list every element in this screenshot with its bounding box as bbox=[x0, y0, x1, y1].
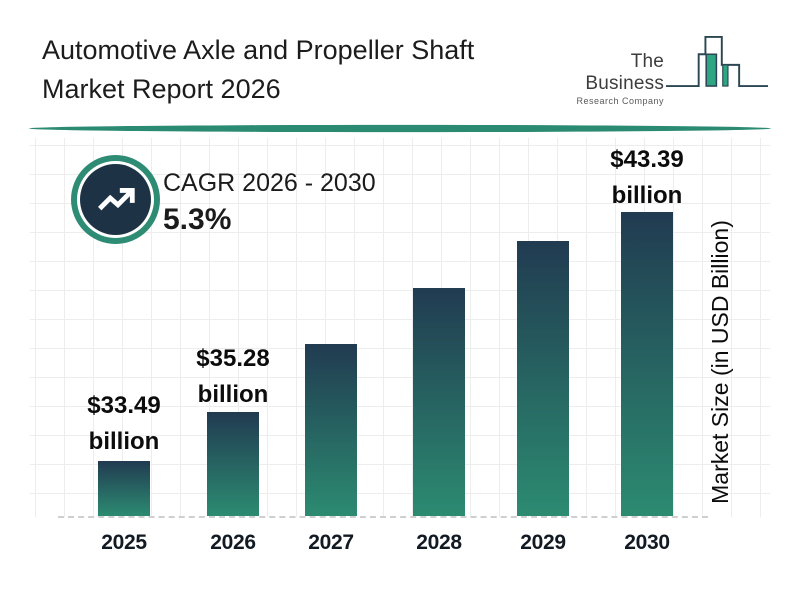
company-logo: The Business Research Company bbox=[560, 32, 770, 106]
x-tick-2029: 2029 bbox=[520, 531, 566, 554]
page-title-line1: Automotive Axle and Propeller Shaft bbox=[42, 35, 475, 65]
cagr-period-label: CAGR 2026 - 2030 bbox=[163, 169, 376, 197]
bar-2030 bbox=[621, 212, 673, 516]
x-tick-2026: 2026 bbox=[210, 531, 256, 554]
y-axis-label: Market Size (in USD Billion) bbox=[707, 220, 733, 504]
x-tick-2027: 2027 bbox=[308, 531, 354, 554]
value-unit: billion bbox=[197, 381, 269, 408]
value-amount: $33.49 bbox=[87, 392, 161, 419]
x-tick-2025: 2025 bbox=[101, 531, 147, 554]
x-tick-2030: 2030 bbox=[624, 531, 670, 554]
bar-2029 bbox=[517, 241, 569, 516]
value-label-2030: $43.39 billion bbox=[567, 142, 727, 214]
divider-line bbox=[29, 124, 771, 133]
value-label-2025: $33.49 billion bbox=[44, 388, 204, 460]
chart-baseline-dashed bbox=[58, 516, 708, 518]
x-tick-2028: 2028 bbox=[416, 531, 462, 554]
company-name: The Business bbox=[585, 51, 665, 94]
value-amount: $43.39 bbox=[610, 146, 684, 173]
value-label-2026: $35.28 billion bbox=[153, 341, 313, 413]
page-title-line2: Market Report 2026 bbox=[42, 74, 281, 104]
cagr-callout: CAGR 2026 - 2030 5.3% bbox=[163, 169, 376, 237]
bar-2027 bbox=[305, 344, 357, 516]
cagr-value: 5.3% bbox=[163, 203, 232, 236]
company-subname: Research Company bbox=[576, 96, 665, 106]
trending-up-icon bbox=[97, 187, 135, 210]
bar-2028 bbox=[413, 288, 465, 516]
page-title: Automotive Axle and Propeller Shaft Mark… bbox=[42, 31, 474, 109]
bar-2025 bbox=[98, 461, 150, 516]
value-unit: billion bbox=[88, 428, 160, 455]
bar-skyline-logo-icon bbox=[665, 35, 769, 88]
value-unit: billion bbox=[611, 182, 683, 209]
cagr-badge bbox=[80, 164, 151, 235]
bar-2026 bbox=[207, 412, 259, 516]
value-amount: $35.28 bbox=[196, 345, 270, 372]
company-logo-text: The Business Research Company bbox=[560, 51, 664, 106]
